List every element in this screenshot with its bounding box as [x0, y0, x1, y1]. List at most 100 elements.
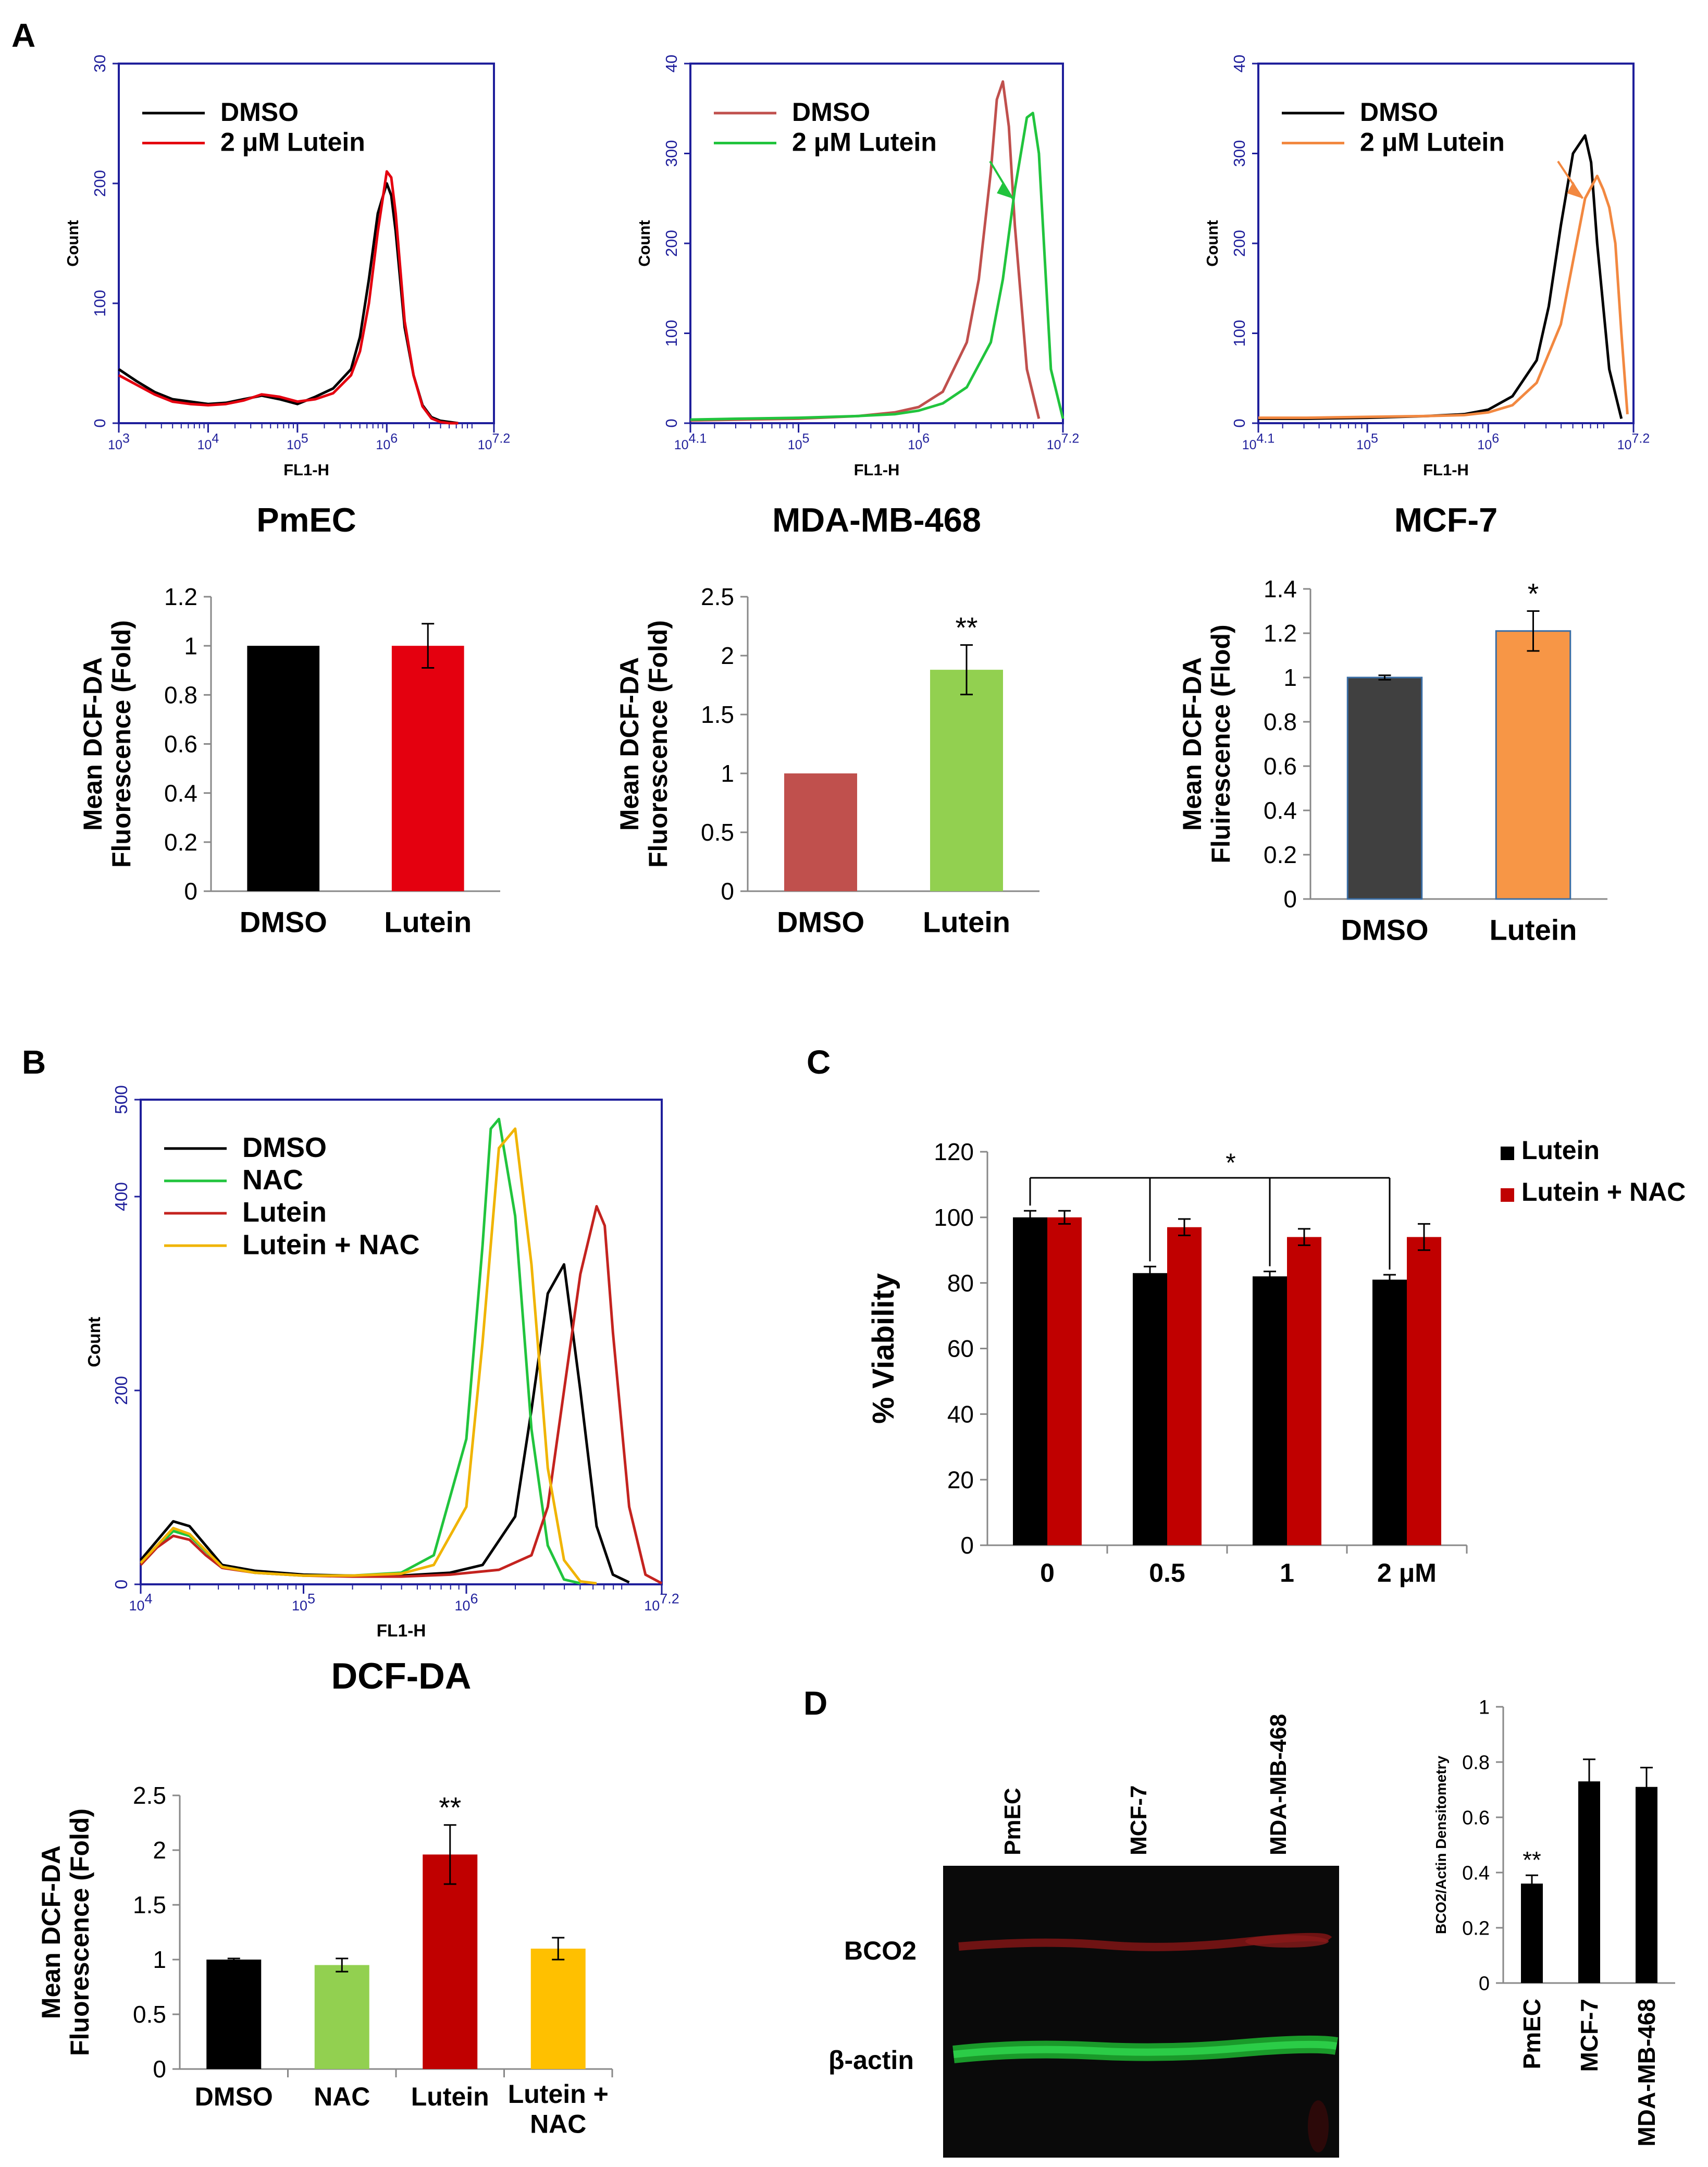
- y-tick-label: 0: [184, 878, 197, 905]
- x-tick-label: 104: [129, 1591, 152, 1614]
- y-axis-label: Count: [85, 1317, 104, 1368]
- blot-row-label-actin: β-actin: [828, 2046, 914, 2075]
- y-tick-label: 2.5: [701, 583, 734, 610]
- plot-frame: [140, 1099, 663, 1585]
- y-tick-label: 0: [91, 418, 109, 427]
- y-tick-label: 1.4: [1264, 575, 1297, 602]
- x-tick-label: 106: [908, 432, 930, 453]
- category-label: Lutein: [384, 905, 472, 938]
- blot-lane-label-mda: MDA-MB-468: [1266, 1714, 1291, 1855]
- y-axis-label: Fluorescence (Fold): [107, 620, 136, 868]
- category-label: NAC: [314, 2082, 370, 2111]
- x-tick-label: 106: [454, 1591, 478, 1614]
- x-tick-label: 107.2: [478, 432, 511, 453]
- bar: [1407, 1237, 1441, 1545]
- category-label: DMSO: [1341, 913, 1429, 946]
- y-tick-label: 0.4: [1462, 1862, 1490, 1884]
- y-tick-label: 200: [1230, 230, 1248, 257]
- panel-letter-b: B: [22, 1043, 46, 1081]
- blot-actin-band-glow: [953, 2040, 1338, 2058]
- y-tick-label: 200: [662, 230, 680, 257]
- x-tick-label: 104.1: [1242, 432, 1275, 453]
- y-tick-label: 0: [1479, 1973, 1490, 1994]
- panel-letter-a: A: [11, 17, 35, 54]
- chart-flow_mcf7: 0 100 200 300 40 104.1 105 106 107.2 FL1-H Count DM…: [1203, 55, 1650, 539]
- blot-artifact: [1308, 2100, 1329, 2152]
- y-axis-label: % Viability: [867, 1273, 900, 1424]
- significance-mark: **: [956, 612, 978, 644]
- y-tick-label: 0.8: [1462, 1752, 1490, 1774]
- y-tick-label: 80: [947, 1270, 974, 1297]
- y-tick-label: 0.6: [164, 731, 197, 758]
- annotation-arrowhead: [1567, 181, 1583, 199]
- y-tick-label: 1.5: [701, 701, 734, 728]
- blot-row-label-bco2: BCO2: [844, 1936, 917, 1965]
- bar: [423, 1854, 478, 2069]
- y-tick-label: 300: [1230, 140, 1248, 167]
- y-tick-label: 0.2: [1462, 1917, 1490, 1939]
- legend-swatch: [1501, 1188, 1514, 1202]
- chart-flow_b: 0 200 400 500 104 105 106 107.2 FL1-H Count DMSONA…: [85, 1085, 679, 1696]
- category-label: Lutein: [411, 2082, 489, 2111]
- chart-title: PmEC: [256, 501, 356, 539]
- x-tick-label: 103: [108, 432, 130, 453]
- series-line-dmso: [118, 182, 459, 425]
- y-tick-label: 2: [153, 1837, 166, 1864]
- x-tick-label: 106: [1477, 432, 1499, 453]
- legend-label: Lutein: [242, 1197, 327, 1228]
- bar: [1521, 1883, 1543, 1983]
- y-tick-label: 2: [721, 642, 734, 669]
- category-label: Lutein +: [508, 2079, 609, 2109]
- y-tick-label: 40: [1230, 55, 1248, 72]
- series-line-lutein-nac: [140, 1127, 597, 1585]
- y-tick-label: 100: [91, 290, 109, 317]
- y-axis-label: Fluorescence (Fold): [643, 620, 673, 868]
- y-tick-label: 200: [112, 1376, 131, 1405]
- series-line-dmso: [140, 1263, 630, 1584]
- y-tick-label: 60: [947, 1335, 974, 1362]
- bar: [930, 670, 1003, 891]
- y-tick-label: 0.4: [1264, 797, 1297, 824]
- y-tick-label: 2.5: [133, 1782, 166, 1809]
- y-tick-label: 0: [112, 1580, 131, 1590]
- y-tick-label: 100: [1230, 320, 1248, 347]
- y-tick-label: 1.5: [133, 1891, 166, 1918]
- y-axis-label: Mean DCF-DA: [615, 657, 644, 831]
- legend-label: DMSO: [220, 97, 299, 127]
- blot-bco2-band-mda: [1245, 1935, 1329, 1948]
- y-tick-label: 0.5: [701, 819, 734, 846]
- x-tick-label: 104.1: [674, 432, 707, 453]
- series-line-dmso: [1258, 134, 1623, 420]
- chart-flow_pmec: 0 100 200 30 103 104 105 106 107.2 FL1-H Count DMSO…: [64, 55, 510, 539]
- y-tick-label: 120: [934, 1138, 974, 1165]
- category-label: MCF-7: [1576, 1999, 1603, 2072]
- x-tick-label: 105: [292, 1591, 315, 1614]
- x-tick-label: 106: [376, 432, 398, 453]
- bar: [1047, 1217, 1082, 1545]
- y-tick-label: 1: [721, 760, 734, 787]
- y-tick-label: 0.6: [1462, 1807, 1490, 1829]
- chart-title: MCF-7: [1394, 501, 1498, 539]
- y-tick-label: 0.2: [1264, 841, 1297, 868]
- bar: [1346, 676, 1423, 900]
- y-tick-label: 0: [662, 418, 680, 427]
- category-label: MDA-MB-468: [1633, 1999, 1660, 2147]
- bar: [1167, 1227, 1202, 1545]
- y-tick-label: 0: [1230, 418, 1248, 427]
- bar: [1372, 1279, 1407, 1545]
- chart-bar_d: 0 0.2 0.4 0.6 0.8 1 ** PmEC MCF-7 MDA-MB-468 BCO2/…: [1433, 1696, 1675, 2147]
- category-label: DMSO: [240, 905, 327, 938]
- legend-label: Lutein + NAC: [242, 1229, 420, 1260]
- category-label: 0: [1040, 1558, 1055, 1587]
- y-axis-label: Mean DCF-DA: [78, 657, 107, 831]
- legend-label: 2 μM Lutein: [220, 128, 365, 157]
- y-tick-label: 400: [112, 1182, 131, 1211]
- category-label: NAC: [530, 2110, 586, 2139]
- legend-label: Lutein + NAC: [1521, 1177, 1686, 1206]
- chart-bar_pmec: 0 0.2 0.4 0.6 0.8 1 1.2 DMSO Lutein Mean DCF-DA Fl…: [78, 583, 500, 938]
- significance-mark: **: [1523, 1846, 1541, 1873]
- chart-bar_mda: 0 0.5 1 1.5 2 2.5 DMSO ** Lutein Mean DCF-DA Fluor…: [615, 583, 1039, 938]
- category-label: Lutein: [1490, 913, 1577, 946]
